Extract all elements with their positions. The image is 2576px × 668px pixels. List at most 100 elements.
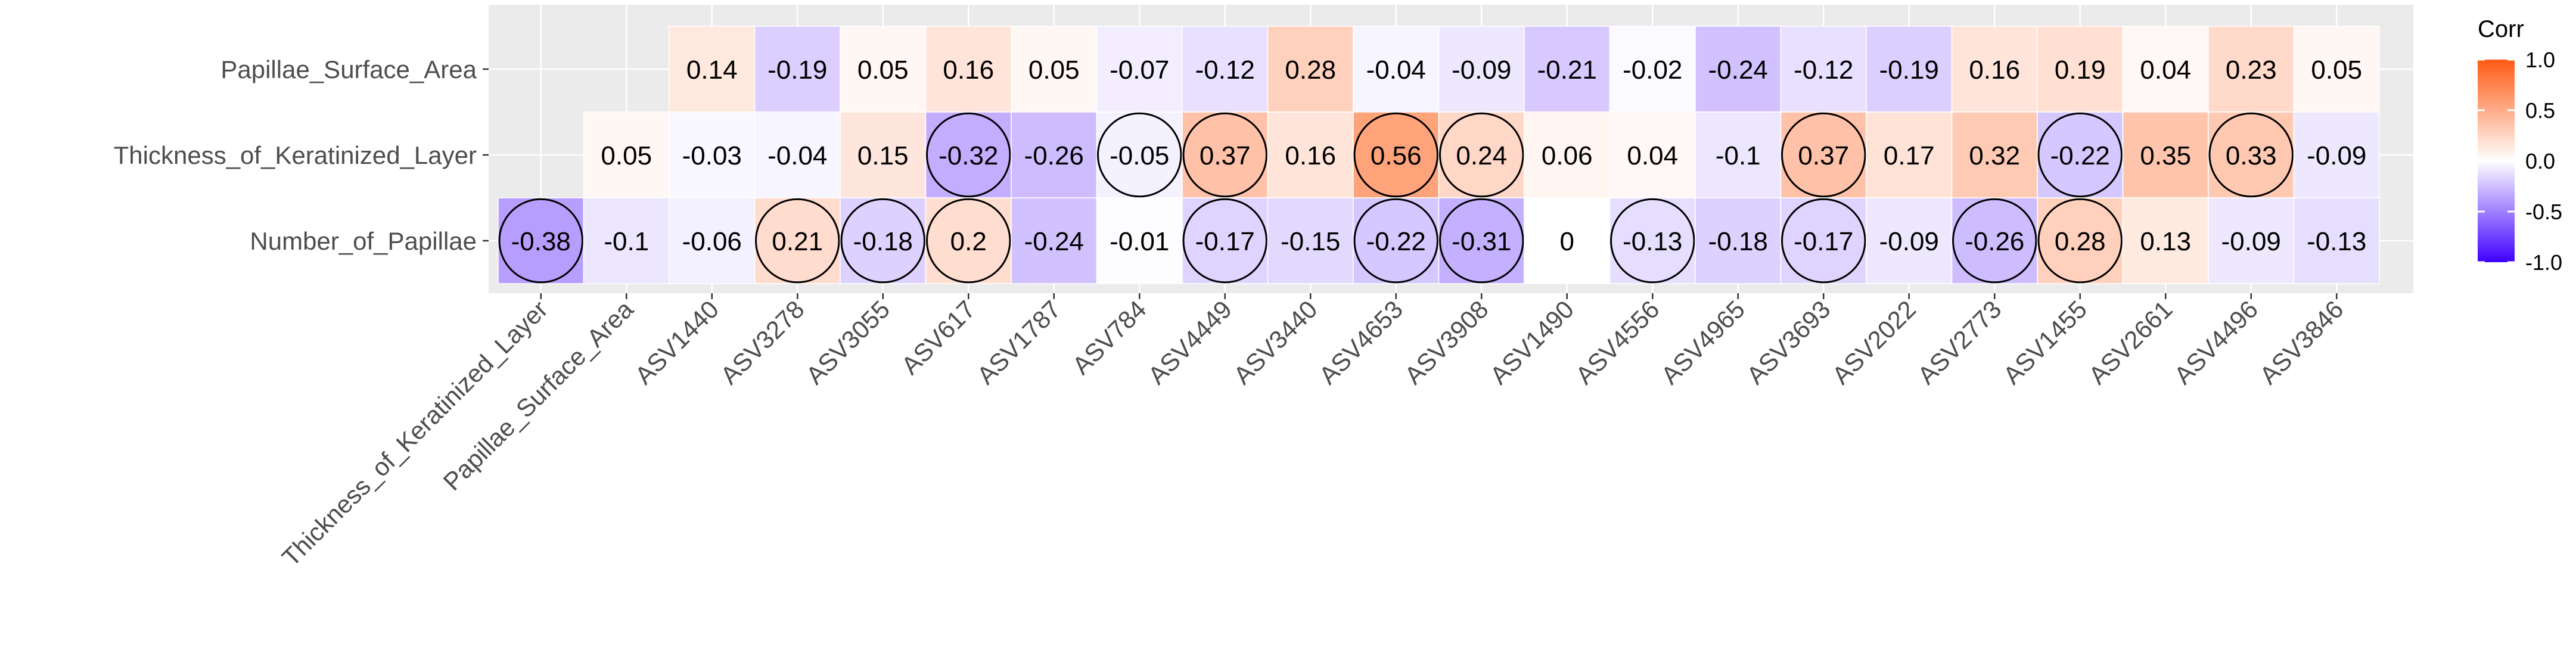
heatmap-cell bbox=[1096, 26, 1183, 113]
heatmap-cell bbox=[1524, 111, 1611, 198]
x-tick-label: ASV784 bbox=[1067, 295, 1151, 380]
cell-value-label: 0.04 bbox=[1627, 141, 1678, 170]
heatmap-cell bbox=[1866, 197, 1953, 284]
cell-value-label: 0.32 bbox=[1969, 141, 2020, 170]
significance-circle bbox=[1781, 112, 1866, 198]
x-tick-label: ASV3055 bbox=[800, 295, 895, 390]
cell-value-label: 0.13 bbox=[2140, 227, 2191, 256]
heatmap-cell bbox=[1695, 111, 1782, 198]
x-tick-label: ASV4496 bbox=[2168, 295, 2263, 390]
heatmap-cell bbox=[925, 197, 1012, 284]
significance-circle bbox=[1439, 112, 1524, 198]
cell-value-label: 0.15 bbox=[857, 141, 909, 170]
x-tick-label: ASV1455 bbox=[1997, 295, 2092, 390]
heatmap-cells: 0.14 -0.19 0.05 0.16 0.05 -0.07 -0.12 0.28 -0.04… bbox=[498, 26, 2380, 284]
heatmap-cell bbox=[498, 197, 585, 284]
cell-value-label: -0.1 bbox=[604, 227, 649, 256]
x-tick-label: ASV3908 bbox=[1399, 295, 1494, 390]
x-axis-tick-labels: Thickness_of_Keratinized_LayerPapillae_S… bbox=[276, 293, 2349, 571]
cell-value-label: -0.09 bbox=[1879, 227, 1939, 256]
y-tick-label: Papillae_Surface_Area bbox=[220, 55, 477, 83]
heatmap-cell bbox=[1438, 197, 1525, 284]
heatmap-cell bbox=[669, 197, 756, 284]
heatmap-cell bbox=[1609, 26, 1696, 113]
heatmap-cell bbox=[2293, 26, 2380, 113]
cell-value-label: 0.19 bbox=[2055, 55, 2106, 85]
significance-circle bbox=[2037, 112, 2123, 198]
cell-value-label: -0.21 bbox=[1537, 55, 1597, 85]
cell-value-label: -0.19 bbox=[767, 55, 827, 85]
heatmap-cell bbox=[1353, 26, 1440, 113]
heatmap-cell bbox=[2037, 111, 2124, 198]
heatmap-cell bbox=[2037, 26, 2124, 113]
cell-value-label: 0.16 bbox=[943, 55, 994, 85]
significance-circle bbox=[1353, 112, 1438, 198]
cell-value-label: 0.14 bbox=[686, 55, 738, 85]
x-tick-label: ASV3278 bbox=[715, 295, 810, 390]
cell-value-label: -0.03 bbox=[682, 141, 742, 170]
legend-tick-label: 0.5 bbox=[2525, 98, 2555, 123]
cell-value-label: -0.19 bbox=[1879, 55, 1939, 85]
cell-value-label: 0.05 bbox=[1028, 55, 1080, 85]
heatmap-cell bbox=[1951, 197, 2038, 284]
significance-circle bbox=[840, 198, 925, 284]
cell-value-label: -0.24 bbox=[1708, 55, 1768, 85]
cell-value-label: 0 bbox=[1560, 227, 1574, 256]
cell-value-label: -0.26 bbox=[1024, 141, 1084, 170]
heatmap-cell bbox=[1011, 111, 1098, 198]
cell-value-label: -0.07 bbox=[1110, 55, 1169, 85]
cell-value-label: 0.05 bbox=[857, 55, 909, 85]
y-tick-label: Number_of_Papillae bbox=[250, 227, 477, 255]
cell-value-label: 0.04 bbox=[2140, 55, 2191, 85]
heatmap-cell bbox=[1951, 111, 2038, 198]
cell-value-label: -0.05 bbox=[1110, 141, 1169, 170]
cell-value-label: -0.09 bbox=[2307, 141, 2366, 170]
heatmap-cell bbox=[1438, 26, 1525, 113]
heatmap-cell bbox=[1267, 26, 1354, 113]
legend-tick-label: -1.0 bbox=[2525, 250, 2562, 275]
heatmap-cell bbox=[840, 26, 927, 113]
significance-circle bbox=[498, 198, 583, 284]
cell-value-label: -0.22 bbox=[2050, 141, 2110, 170]
significance-circle bbox=[1952, 198, 2037, 284]
cell-value-label: -0.18 bbox=[853, 227, 913, 256]
significance-circle bbox=[1439, 198, 1524, 284]
heatmap-cell bbox=[1096, 197, 1183, 284]
cell-value-label: -0.04 bbox=[1366, 55, 1426, 85]
cell-value-label: -0.32 bbox=[939, 141, 998, 170]
cell-value-label: 0.56 bbox=[1371, 141, 1422, 170]
cell-value-label: 0.33 bbox=[2226, 141, 2277, 170]
significance-circle bbox=[1182, 112, 1267, 198]
x-tick-label: ASV3440 bbox=[1228, 295, 1323, 390]
heatmap-cell bbox=[1267, 197, 1354, 284]
x-tick-label: ASV1490 bbox=[1484, 295, 1579, 390]
y-axis-tick-labels: Papillae_Surface_Area Thickness_of_Kerati… bbox=[114, 55, 489, 255]
heatmap-cell bbox=[1438, 111, 1525, 198]
cell-value-label: -0.12 bbox=[1195, 55, 1255, 85]
x-tick-label: ASV4965 bbox=[1655, 295, 1750, 390]
cell-value-label: 0.37 bbox=[1200, 141, 1251, 170]
cell-value-label: 0.28 bbox=[1285, 55, 1336, 85]
heatmap-cell bbox=[2122, 111, 2209, 198]
cell-value-label: -0.09 bbox=[1452, 55, 1511, 85]
heatmap-cell bbox=[1182, 26, 1269, 113]
cell-value-label: -0.09 bbox=[2221, 227, 2281, 256]
cell-value-label: -0.12 bbox=[1794, 55, 1853, 85]
heatmap-cell bbox=[1011, 26, 1098, 113]
heatmap-cell bbox=[2208, 111, 2295, 198]
cell-value-label: -0.38 bbox=[511, 227, 571, 256]
cell-value-label: -0.31 bbox=[1452, 227, 1511, 256]
cell-value-label: 0.21 bbox=[772, 227, 823, 256]
cell-value-label: 0.23 bbox=[2226, 55, 2277, 85]
cell-value-label: 0.16 bbox=[1969, 55, 2020, 85]
cell-value-label: -0.26 bbox=[1965, 227, 2024, 256]
cell-value-label: 0.28 bbox=[2055, 227, 2106, 256]
x-tick-label: ASV1787 bbox=[971, 295, 1066, 390]
heatmap-cell bbox=[1780, 111, 1867, 198]
heatmap-cell bbox=[840, 197, 927, 284]
significance-circle bbox=[926, 112, 1011, 198]
heatmap-cell bbox=[1866, 111, 1953, 198]
heatmap-cell bbox=[583, 197, 670, 284]
x-tick-label: ASV4556 bbox=[1570, 295, 1665, 390]
